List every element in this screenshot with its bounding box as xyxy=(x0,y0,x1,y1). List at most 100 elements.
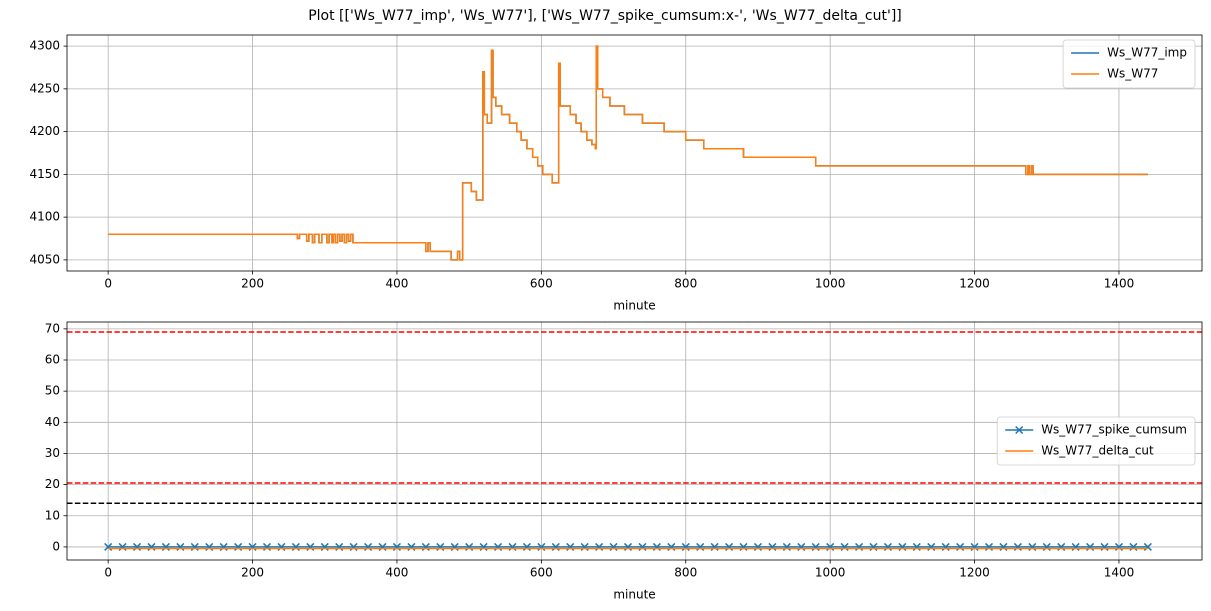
series-marker xyxy=(349,542,358,551)
series-marker xyxy=(436,542,445,551)
series-marker xyxy=(652,542,661,551)
legend-label: Ws_W77_imp xyxy=(1107,46,1187,60)
figure-title: Plot [['Ws_W77_imp', 'Ws_W77'], ['Ws_W77… xyxy=(308,8,902,24)
series-marker xyxy=(1114,542,1124,551)
series-marker xyxy=(1100,542,1109,551)
series-marker xyxy=(291,542,300,551)
series-marker xyxy=(1071,542,1080,551)
x-tick-label: 800 xyxy=(674,277,697,291)
series-marker xyxy=(147,542,156,551)
legend: Ws_W77_imp Ws_W77 xyxy=(1062,39,1196,89)
series-marker xyxy=(465,542,474,551)
x-tick-label: 1400 xyxy=(1104,277,1135,291)
series-marker xyxy=(840,542,849,551)
series-marker xyxy=(869,542,878,551)
axes-frame xyxy=(66,321,1203,561)
series-marker xyxy=(927,542,936,551)
x-tick-label: 200 xyxy=(241,277,264,291)
series-marker xyxy=(190,542,199,551)
x-tick-label: 1000 xyxy=(815,277,846,291)
x-tick-label: 400 xyxy=(386,277,409,291)
series-marker xyxy=(306,542,315,551)
series-marker xyxy=(580,542,589,551)
series-marker xyxy=(219,542,228,551)
y-tick-label: 4300 xyxy=(29,39,60,53)
plot-area xyxy=(67,331,1202,551)
y-tick-label: 0 xyxy=(52,539,60,553)
series-marker xyxy=(277,542,286,551)
legend: Ws_W77_spike_cumsum Ws_W77_delta_cut xyxy=(996,416,1196,466)
legend-marker xyxy=(1015,425,1024,435)
legend-box xyxy=(1062,39,1196,89)
y-tick-label: 60 xyxy=(45,353,60,367)
legend-label: Ws_W77_spike_cumsum xyxy=(1041,423,1187,437)
series-marker xyxy=(1129,542,1138,551)
series-marker xyxy=(205,542,214,551)
series-marker xyxy=(1042,542,1051,551)
x-tick-label: 600 xyxy=(530,566,553,580)
x-tick-label: 1200 xyxy=(959,277,990,291)
x-tick-label: 400 xyxy=(386,566,409,580)
series-marker xyxy=(956,542,965,551)
series-marker xyxy=(797,542,806,551)
series-marker xyxy=(508,542,517,551)
series-marker xyxy=(1057,542,1066,551)
series-marker xyxy=(1013,542,1022,551)
series-marker xyxy=(595,542,604,551)
series-marker xyxy=(450,542,459,551)
series-marker xyxy=(970,542,979,551)
legend-label: Ws_W77_delta_cut xyxy=(1041,444,1154,458)
series-marker xyxy=(378,542,387,551)
y-tick-label: 20 xyxy=(45,477,60,491)
series-marker xyxy=(1086,542,1095,551)
x-axis-label: minute xyxy=(613,299,655,313)
y-tick-label: 4200 xyxy=(29,124,60,138)
y-tick-label: 10 xyxy=(45,508,60,522)
series-marker xyxy=(782,542,791,551)
x-tick-label: 1000 xyxy=(815,566,846,580)
series-line xyxy=(108,45,1148,261)
series-marker xyxy=(551,542,560,551)
series-marker xyxy=(364,542,373,551)
series-marker xyxy=(725,542,734,551)
series-marker xyxy=(883,542,892,551)
series-marker xyxy=(898,542,907,551)
legend-label: Ws_W77 xyxy=(1107,67,1158,81)
series-marker xyxy=(1028,542,1037,551)
series-marker xyxy=(753,542,762,551)
series-marker xyxy=(118,542,127,551)
series-marker xyxy=(623,542,633,551)
x-tick-label: 200 xyxy=(241,566,264,580)
series-marker xyxy=(811,542,820,551)
series-marker xyxy=(421,542,430,551)
y-tick-label: 70 xyxy=(45,321,60,335)
series-marker xyxy=(234,542,243,551)
y-tick-label: 4050 xyxy=(29,252,60,266)
series-marker xyxy=(537,542,546,551)
series-marker xyxy=(133,542,142,551)
x-axis-label: minute xyxy=(613,588,655,602)
y-tick-label: 4150 xyxy=(29,167,60,181)
series-marker xyxy=(479,542,488,551)
y-tick-label: 30 xyxy=(45,446,60,460)
series-marker xyxy=(248,542,257,551)
series-marker xyxy=(335,542,344,551)
x-tick-label: 1400 xyxy=(1104,566,1135,580)
series-marker xyxy=(739,542,748,551)
series-marker xyxy=(667,542,676,551)
x-tick-label: 0 xyxy=(104,277,112,291)
series-marker xyxy=(522,542,531,551)
series-marker xyxy=(104,542,113,551)
series-marker xyxy=(566,542,575,551)
series-marker xyxy=(392,542,401,551)
y-tick-label: 40 xyxy=(45,415,60,429)
plot-area xyxy=(108,45,1148,261)
series-marker xyxy=(1143,542,1152,551)
y-tick-label: 50 xyxy=(45,384,60,398)
series-marker xyxy=(710,542,719,551)
series-marker xyxy=(941,542,950,551)
series-marker xyxy=(638,542,647,551)
